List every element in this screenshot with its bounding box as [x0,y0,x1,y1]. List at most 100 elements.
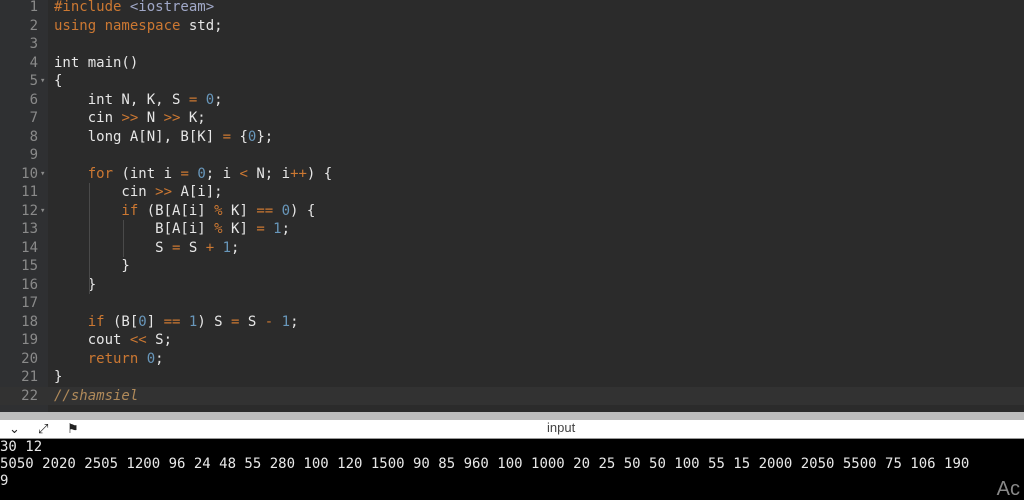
code-token: 0 [138,313,147,330]
code-token: N [138,110,164,126]
panel-splitter[interactable] [0,412,1024,420]
code-token: ] [146,313,164,330]
code-token: } [54,369,63,385]
line-number: 2 [29,17,38,34]
code-token: #include [54,0,130,15]
code-token: B[A[i] [54,221,215,237]
line-number: 17 [21,295,38,311]
code-line[interactable]: 11 cin >> A[i]; [0,183,1024,202]
code-token: K] [222,202,257,219]
code-line[interactable]: 2 using namespace std; [0,17,1024,36]
code-token: = [222,128,232,145]
line-number: 12 [21,202,38,219]
code-token: = [188,91,198,108]
line-number: 14 [21,239,38,256]
expand-icon[interactable]: ⤢ [38,421,49,436]
code-line[interactable]: 20 return 0; [0,350,1024,369]
console-line: 9 [0,473,9,489]
code-token: S; [146,332,173,348]
code-line[interactable]: 10 ▾ for (int i = 0; i < N; i++) { [0,165,1024,184]
code-line[interactable]: 1 #include <iostream> [0,0,1024,17]
code-token: cout [54,332,130,348]
code-token: int main() [54,54,139,71]
console-title: input [547,420,576,435]
code-token: ) S [197,313,232,330]
code-line[interactable]: 19 cout << S; [0,331,1024,350]
code-token: >> [163,110,181,126]
code-token: for [54,165,114,182]
code-token: return [54,350,139,367]
console-output[interactable]: 30 12 5050 2020 2505 1200 96 24 48 55 28… [0,439,1024,500]
code-text: #include <iostream> [54,0,214,17]
code-line[interactable]: 15 } [0,257,1024,276]
line-number: 21 [21,369,38,385]
code-token: = [231,313,240,330]
code-token: 0 [197,91,215,108]
code-token: if [54,313,105,330]
code-token: >> [155,184,173,200]
code-line[interactable]: 13 B[A[i] % K] = 1; [0,220,1024,239]
code-token: K] [222,221,257,237]
code-line[interactable]: 7 cin >> N >> K; [0,109,1024,128]
code-token: ; i [205,165,240,182]
code-line[interactable]: 3 [0,35,1024,54]
code-token: ++ [290,165,307,182]
code-token: ; [231,239,240,256]
code-text: int N, K, S = 0; [54,91,223,110]
indent-guide [123,220,124,257]
line-number: 4 [29,54,38,71]
line-number: 13 [21,221,38,237]
code-token: S [180,239,206,256]
code-token: if [54,202,139,219]
code-line[interactable]: 18 if (B[0] == 1) S = S - 1; [0,313,1024,332]
code-line[interactable]: 9 [0,146,1024,165]
code-line[interactable]: 17 [0,294,1024,313]
chevron-down-icon[interactable]: ⌄ [9,421,20,436]
code-text: cout << S; [54,331,172,350]
code-text: cin >> A[i]; [54,183,223,202]
line-number: 1 [29,0,38,15]
code-line[interactable]: 6 int N, K, S = 0; [0,91,1024,110]
code-token: N; i [247,165,291,182]
code-text: for (int i = 0; i < N; i++) { [54,165,333,184]
code-text: } [54,368,62,387]
code-token: 0 [273,202,291,219]
code-token: 1 [214,239,232,256]
code-token: A[i]; [172,184,223,200]
clear-console-icon[interactable]: ⚑ [67,421,79,436]
line-number: 6 [29,91,38,108]
code-line[interactable]: 8 long A[N], B[K] = {0}; [0,128,1024,147]
console-line: 5050 2020 2505 1200 96 24 48 55 280 100 … [0,456,970,472]
line-number-gutter [0,0,48,412]
code-text: S = S + 1; [54,239,239,258]
code-line[interactable]: 14 S = S + 1; [0,239,1024,258]
code-token: 1 [273,313,291,330]
code-text: } [54,257,129,276]
code-line[interactable]: 16 } [0,276,1024,295]
code-token: 0 [188,165,206,182]
code-line[interactable]: 4 int main() [0,54,1024,73]
fold-arrow-icon[interactable]: ▾ [40,76,46,86]
line-number: 20 [21,350,38,367]
line-number: 15 [21,258,38,274]
code-token: == [163,313,181,330]
code-editor[interactable]: 1 #include <iostream> 2 using namespace std… [0,0,1024,412]
code-line[interactable]: 21} [0,368,1024,387]
code-token: < [239,165,248,182]
code-line[interactable]: 22 //shamsiel [0,386,1024,406]
code-token: ; [155,350,164,367]
indent-guide [89,183,90,294]
fold-arrow-icon[interactable]: ▾ [40,205,46,216]
code-token: % [214,202,223,219]
line-number: 10 [21,165,38,182]
code-token: K; [180,110,206,126]
code-token: 0 [138,350,156,367]
code-token: ; [281,221,291,237]
code-token: 1 [180,313,198,330]
code-token: >> [121,110,139,126]
fold-arrow-icon[interactable]: ▾ [40,168,46,179]
code-text: //shamsiel [54,387,138,406]
code-line[interactable]: 12 ▾ if (B[A[i] % K] == 0) { [0,202,1024,221]
code-line[interactable]: 5 ▾ { [0,72,1024,91]
code-token: + [205,239,215,256]
